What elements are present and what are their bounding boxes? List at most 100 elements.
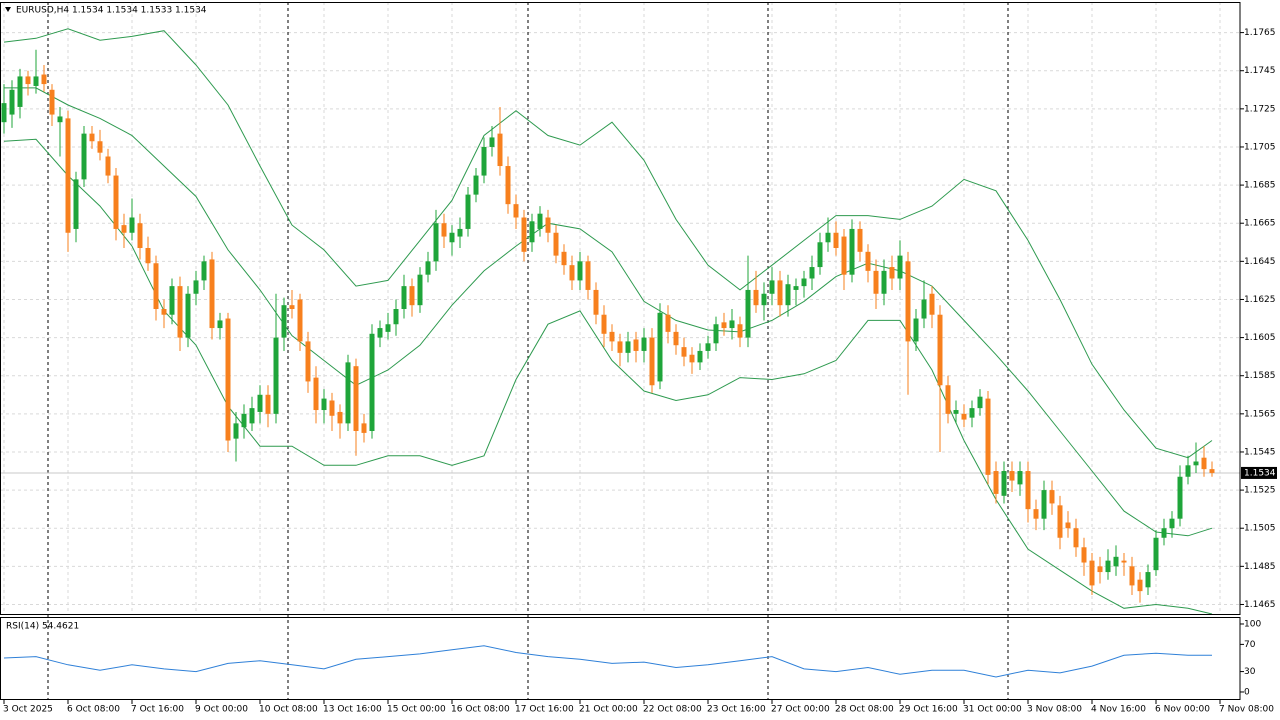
candle-body (137, 223, 143, 248)
candle-body (105, 156, 111, 176)
y-tick-label: 100 (1244, 619, 1261, 629)
x-tick-label: 15 Oct 00:00 (387, 705, 446, 715)
candle-body (1089, 560, 1095, 586)
x-tick-label: 7 Oct 16:00 (131, 705, 184, 715)
candle-body (417, 274, 423, 306)
candle-body (1057, 505, 1063, 538)
candle-body (833, 232, 839, 248)
candle-body (929, 293, 935, 315)
candle-body (913, 318, 919, 342)
candle-body (361, 423, 367, 433)
candle-body (1033, 509, 1039, 519)
x-tick-label: 6 Nov 00:00 (1155, 705, 1210, 715)
candle-body (225, 318, 231, 441)
x-tick-label: 23 Oct 16:00 (707, 705, 766, 715)
rsi-frame (0, 617, 1241, 700)
candle-body (177, 286, 183, 338)
candle-body (465, 194, 471, 229)
candle-body (633, 339, 639, 351)
candle-body (977, 396, 983, 409)
x-tick-label: 31 Oct 00:00 (963, 705, 1022, 715)
y-tick-label: 1.1545 (1244, 447, 1276, 457)
y-tick-label: 1.1765 (1244, 28, 1276, 38)
x-tick-label: 9 Oct 00:00 (195, 705, 248, 715)
chart-title: EURUSD,H4 1.1534 1.1534 1.1533 1.1534 (16, 6, 207, 16)
candle-body (817, 242, 823, 268)
candle-body (193, 280, 199, 294)
candle-body (721, 322, 727, 329)
candle-body (1049, 490, 1055, 504)
candle-body (713, 324, 719, 344)
candle-body (121, 225, 127, 233)
candle-body (161, 309, 167, 315)
candle-body (233, 423, 239, 439)
x-tick-label: 21 Oct 00:00 (579, 705, 638, 715)
y-tick-label: 30 (1244, 667, 1256, 677)
y-tick-label: 1.1585 (1244, 371, 1276, 381)
candle-body (473, 175, 479, 195)
candle-body (457, 228, 463, 237)
candle-body (1129, 566, 1135, 586)
candle-body (841, 236, 847, 275)
y-tick-label: 1.1565 (1244, 409, 1276, 419)
candle-body (201, 261, 207, 281)
candle-body (497, 133, 503, 167)
y-tick-label: 1.1685 (1244, 181, 1276, 191)
candle-body (945, 385, 951, 414)
x-tick-label: 3 Oct 2025 (3, 705, 53, 715)
candle-body (1073, 528, 1079, 548)
candle-body (1121, 560, 1127, 563)
candle-body (993, 471, 999, 494)
candle-body (921, 299, 927, 319)
x-tick-label: 7 Nov 08:00 (1219, 705, 1274, 715)
candle-body (673, 331, 679, 346)
x-tick-label: 10 Oct 08:00 (259, 705, 318, 715)
candle-body (313, 377, 319, 411)
x-tick-label: 28 Oct 08:00 (835, 705, 894, 715)
candle-body (1041, 490, 1047, 519)
candle-body (881, 270, 887, 294)
candle-body (777, 280, 783, 306)
candle-body (1113, 556, 1119, 567)
candle-body (961, 413, 967, 420)
candle-body (1161, 528, 1167, 538)
candle-body (849, 228, 855, 275)
candle-body (809, 267, 815, 279)
candle-body (513, 204, 519, 218)
candle-body (425, 261, 431, 275)
y-tick-label: 1.1625 (1244, 295, 1276, 305)
candle-body (625, 341, 631, 353)
candle-body (785, 284, 791, 306)
rsi-title: RSI(14) 54.4621 (6, 622, 79, 632)
candle-body (1009, 471, 1015, 481)
candle-body (1169, 518, 1175, 529)
x-tick-label: 27 Oct 00:00 (771, 705, 830, 715)
candle-body (241, 413, 247, 428)
candle-body (481, 146, 487, 176)
candle-body (297, 299, 303, 342)
candle-body (801, 278, 807, 287)
indicator-line (3, 28, 1213, 459)
last-price-tag (1241, 466, 1277, 479)
indicator-line (4, 87, 1213, 537)
y-tick-label: 1.1605 (1244, 333, 1276, 343)
x-tick-label: 16 Oct 08:00 (451, 705, 510, 715)
candle-body (897, 255, 903, 279)
candle-body (449, 232, 455, 243)
main-frame (0, 2, 1241, 615)
candle-body (529, 221, 535, 243)
menu-arrow[interactable] (5, 7, 11, 12)
candle-body (1025, 471, 1031, 510)
candle-body (553, 232, 559, 256)
candle-body (889, 267, 895, 279)
candle-body (937, 314, 943, 386)
candle-body (769, 280, 775, 294)
candle-body (537, 213, 543, 229)
x-tick-label: 29 Oct 16:00 (899, 705, 958, 715)
candle-body (209, 259, 215, 329)
candle-body (281, 305, 287, 338)
candle-body (185, 293, 191, 338)
candle-body (273, 337, 279, 414)
candle-body (649, 337, 655, 386)
candle-body (569, 265, 575, 281)
